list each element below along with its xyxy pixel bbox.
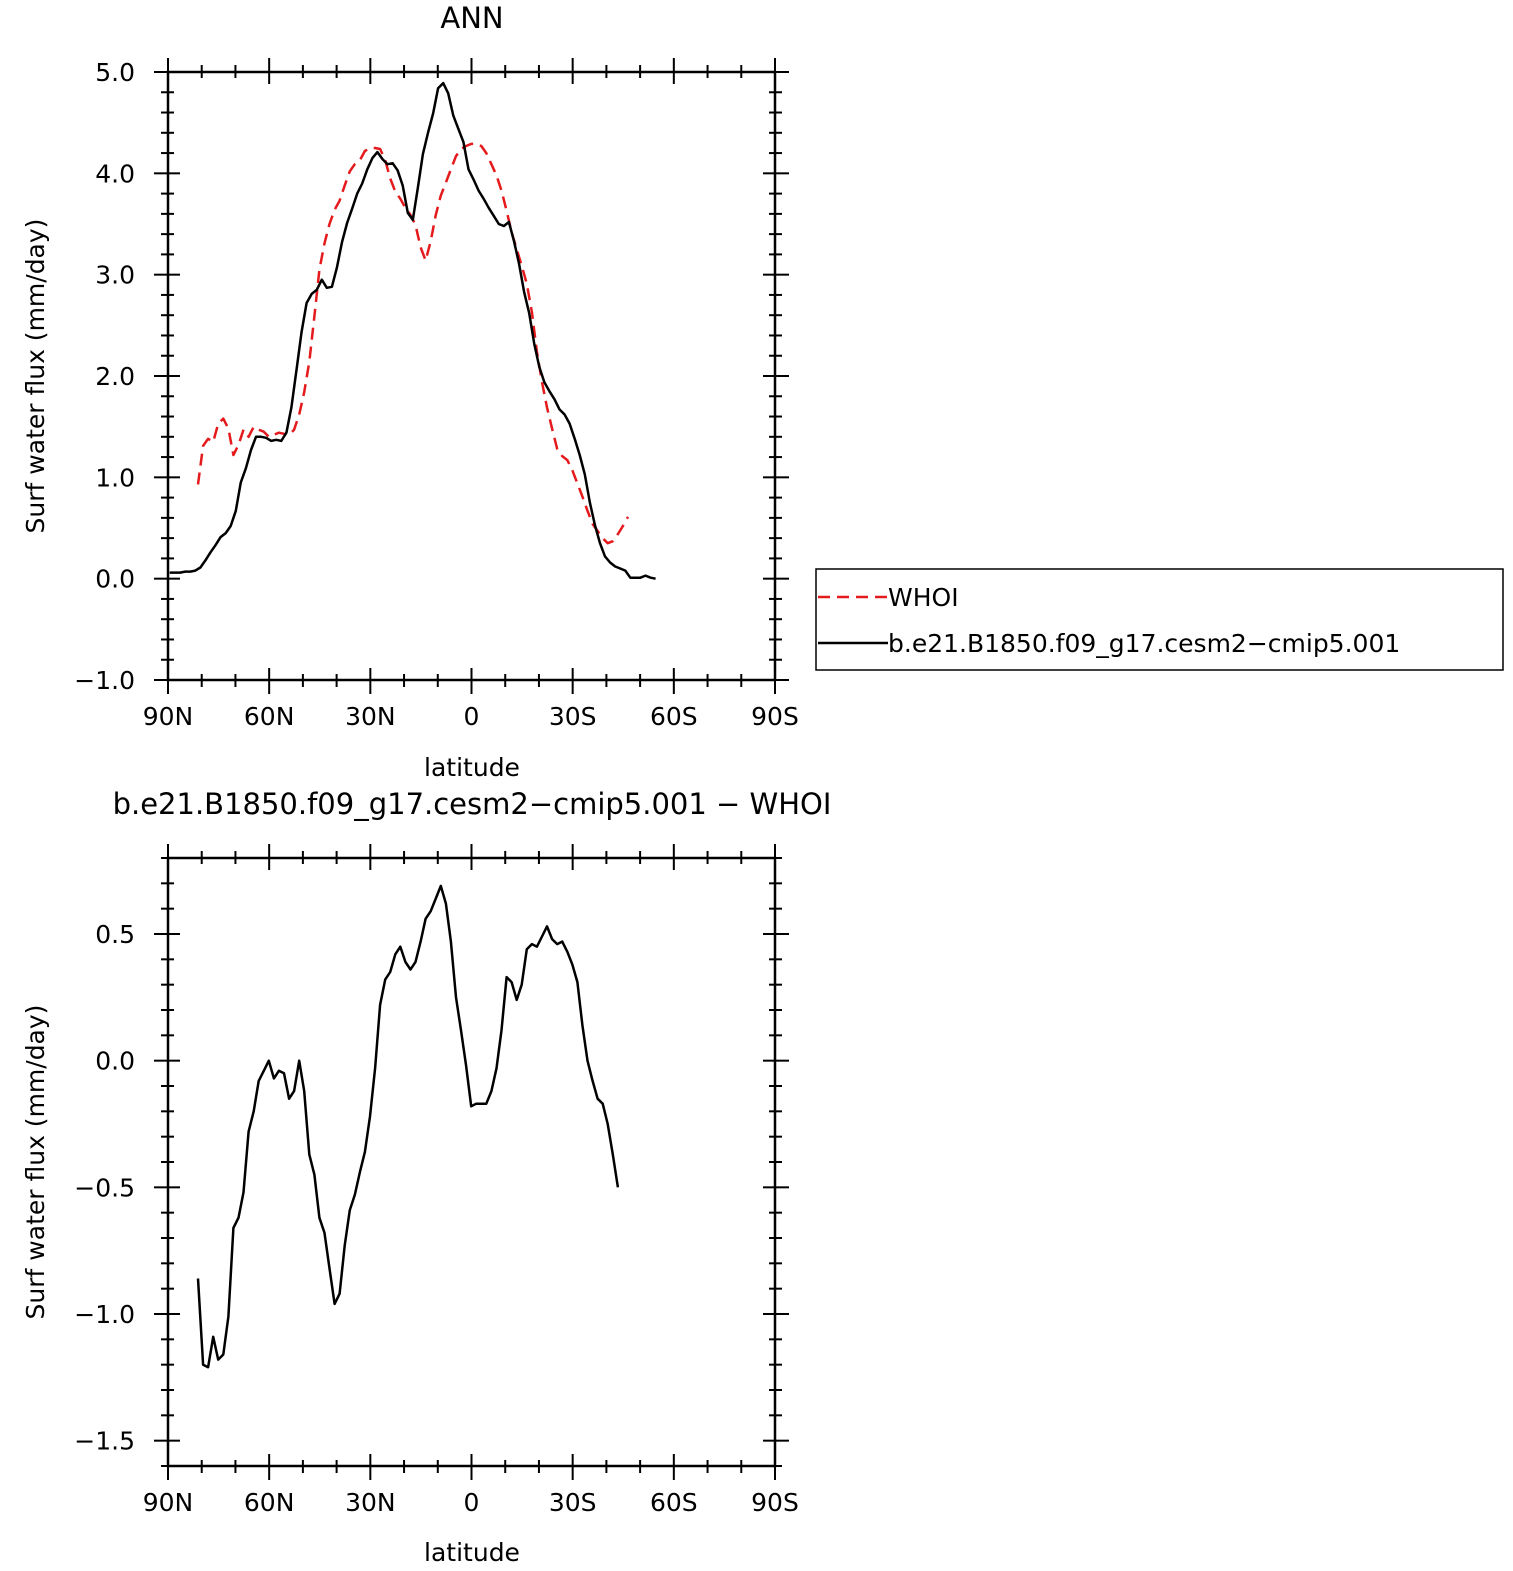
bottom-y-tick-label: 0.5	[95, 920, 135, 949]
bottom-y-tick-label: −1.5	[74, 1427, 135, 1456]
legend-box	[815, 568, 1504, 671]
top-y-tick-label: 2.0	[95, 362, 135, 391]
bottom-x-tick-label: 90S	[751, 1488, 799, 1517]
top-y-tick-label: −1.0	[74, 666, 135, 695]
top-x-tick-label: 30N	[345, 702, 396, 731]
bottom-x-tick-label: 90N	[143, 1488, 194, 1517]
top-series-line-whoi	[196, 142, 630, 545]
bottom-y-tick-label: −0.5	[74, 1173, 135, 1202]
bottom-x-tick-label: 0	[464, 1488, 480, 1517]
top-panel: ANN 90N 60N 30N 0 30S 60S 90S 5.0 4.0 3.0 2.0 1.0 0.…	[21, 1, 799, 782]
bottom-x-tick-label: 60N	[244, 1488, 295, 1517]
top-x-tick-label: 60N	[244, 702, 295, 731]
bottom-y-tick-label: 0.0	[95, 1047, 135, 1076]
top-x-tick-label: 60S	[650, 702, 698, 731]
top-plot-frame	[166, 70, 777, 682]
top-series-layer	[169, 81, 656, 580]
top-chart-title: ANN	[440, 1, 503, 35]
bottom-panel: b.e21.B1850.f09_g17.cesm2−cmip5.001 − WH…	[21, 787, 831, 1567]
bottom-plot-frame	[166, 856, 777, 1468]
bottom-x-tick-label: 60S	[650, 1488, 698, 1517]
bottom-y-axis-title: Surf water flux (mm/day)	[21, 1005, 50, 1320]
legend-label-whoi: WHOI	[888, 583, 959, 612]
bottom-x-tick-label: 30S	[549, 1488, 597, 1517]
top-y-tick-label: 1.0	[95, 463, 135, 492]
top-y-tick-label: 5.0	[95, 58, 135, 87]
bottom-ticks-layer: 90N 60N 30N 0 30S 60S 90S 0.5 0.0 −0.5 −1.0 −1.5	[74, 844, 799, 1517]
bottom-x-tick-label: 30N	[345, 1488, 396, 1517]
bottom-y-tick-label: −1.0	[74, 1300, 135, 1329]
top-y-axis-title: Surf water flux (mm/day)	[21, 219, 50, 534]
top-y-tick-label: 3.0	[95, 261, 135, 290]
bottom-series-layer	[196, 884, 620, 1369]
top-x-tick-label: 90S	[751, 702, 799, 731]
legend: WHOI b.e21.B1850.f09_g17.cesm2−cmip5.001	[815, 568, 1504, 671]
top-x-tick-label: 0	[464, 702, 480, 731]
top-y-tick-label: 0.0	[95, 565, 135, 594]
top-x-tick-label: 30S	[549, 702, 597, 731]
bottom-chart-title: b.e21.B1850.f09_g17.cesm2−cmip5.001 − WH…	[113, 787, 832, 821]
top-x-tick-label: 90N	[143, 702, 194, 731]
top-x-axis-title: latitude	[424, 753, 520, 782]
top-series-line-model	[169, 81, 656, 580]
top-y-tick-label: 4.0	[95, 159, 135, 188]
bottom-series-line-difference	[196, 884, 620, 1369]
legend-label-model: b.e21.B1850.f09_g17.cesm2−cmip5.001	[888, 629, 1400, 658]
bottom-x-axis-title: latitude	[424, 1538, 520, 1567]
top-ticks-layer: 90N 60N 30N 0 30S 60S 90S 5.0 4.0 3.0 2.0 1.0 0.0 −1.…	[74, 58, 799, 731]
